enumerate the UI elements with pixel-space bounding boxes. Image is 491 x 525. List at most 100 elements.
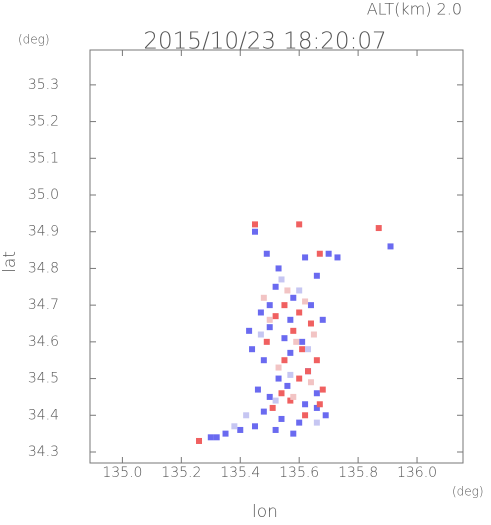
data-point — [296, 287, 303, 294]
data-point — [243, 412, 250, 419]
data-point — [290, 294, 297, 301]
data-point — [290, 430, 297, 437]
data-point — [275, 375, 282, 382]
data-point — [266, 393, 273, 400]
data-point — [310, 331, 317, 338]
data-point — [249, 346, 256, 353]
data-point — [275, 364, 282, 371]
data-point — [290, 327, 297, 334]
data-point — [287, 371, 294, 378]
y-tick-label: 35.0 — [28, 187, 59, 203]
data-point — [272, 426, 279, 433]
x-unit: (deg) — [452, 485, 484, 499]
y-tick-label: 35.3 — [28, 77, 59, 93]
data-point — [302, 401, 309, 408]
data-point — [272, 397, 279, 404]
data-point — [313, 419, 320, 426]
data-point — [302, 298, 309, 305]
data-point — [254, 386, 261, 393]
data-point — [278, 415, 285, 422]
data-point — [319, 386, 326, 393]
data-point — [296, 309, 303, 316]
data-point — [296, 419, 303, 426]
data-point — [281, 302, 288, 309]
data-point — [272, 283, 279, 290]
data-point — [266, 324, 273, 331]
x-tick-label: 135.8 — [338, 465, 378, 481]
data-point — [284, 382, 291, 389]
y-tick-label: 35.1 — [28, 150, 59, 166]
x-tick-label: 136.0 — [397, 465, 437, 481]
data-point — [316, 250, 323, 257]
y-tick-label: 34.7 — [28, 297, 59, 313]
data-point — [260, 294, 267, 301]
data-point — [260, 357, 267, 364]
data-point — [307, 379, 314, 386]
data-point — [313, 357, 320, 364]
altitude: ALT(km) 2.0 — [367, 0, 462, 19]
y-tick-label: 35.2 — [28, 114, 59, 130]
data-point — [316, 401, 323, 408]
data-point — [293, 338, 300, 345]
data-point — [237, 426, 244, 433]
data-point — [299, 338, 306, 345]
plot-frame — [89, 49, 464, 464]
data-point — [246, 327, 253, 334]
data-point — [251, 423, 258, 430]
y-axis-label: lat — [0, 251, 20, 273]
data-point — [275, 265, 282, 272]
data-point — [307, 302, 314, 309]
data-point — [307, 320, 314, 327]
data-point — [296, 221, 303, 228]
data-point — [313, 404, 320, 411]
data-point — [322, 412, 329, 419]
x-axis-label: lon — [252, 502, 278, 521]
data-point — [305, 346, 312, 353]
y-unit: (deg) — [18, 33, 50, 47]
chart-title: 2015/10/23 18:20:07 — [143, 29, 386, 55]
data-point — [257, 331, 264, 338]
data-point — [319, 316, 326, 323]
x-tick-label: 135.2 — [161, 465, 201, 481]
data-point — [305, 368, 312, 375]
data-point — [287, 316, 294, 323]
data-point — [313, 272, 320, 279]
data-point — [278, 276, 285, 283]
x-tick-label: 135.6 — [279, 465, 319, 481]
data-point — [263, 250, 270, 257]
data-point — [302, 254, 309, 261]
data-point — [251, 228, 258, 235]
data-point — [313, 390, 320, 397]
data-point — [281, 335, 288, 342]
data-point — [266, 302, 273, 309]
data-point — [296, 375, 303, 382]
data-point — [207, 434, 214, 441]
data-point — [196, 437, 203, 444]
data-point — [213, 434, 220, 441]
data-point — [257, 309, 264, 316]
data-point — [266, 316, 273, 323]
y-tick-label: 34.4 — [28, 407, 59, 423]
data-point — [269, 404, 276, 411]
data-point — [325, 250, 332, 257]
x-tick-label: 135.4 — [220, 465, 260, 481]
y-tick-label: 34.3 — [28, 444, 59, 460]
data-point — [278, 390, 285, 397]
data-point — [231, 423, 238, 430]
data-point — [299, 346, 306, 353]
y-tick-label: 34.5 — [28, 371, 59, 387]
data-point — [290, 393, 297, 400]
x-tick-label: 135.0 — [102, 465, 142, 481]
y-tick-label: 34.8 — [28, 260, 59, 276]
y-tick-label: 34.6 — [28, 334, 59, 350]
data-point — [302, 412, 309, 419]
y-tick-label: 34.9 — [28, 224, 59, 240]
data-point — [387, 243, 394, 250]
data-point — [260, 408, 267, 415]
data-point — [287, 349, 294, 356]
data-point — [334, 254, 341, 261]
data-point — [272, 313, 279, 320]
data-point — [222, 430, 229, 437]
data-point — [375, 225, 382, 232]
